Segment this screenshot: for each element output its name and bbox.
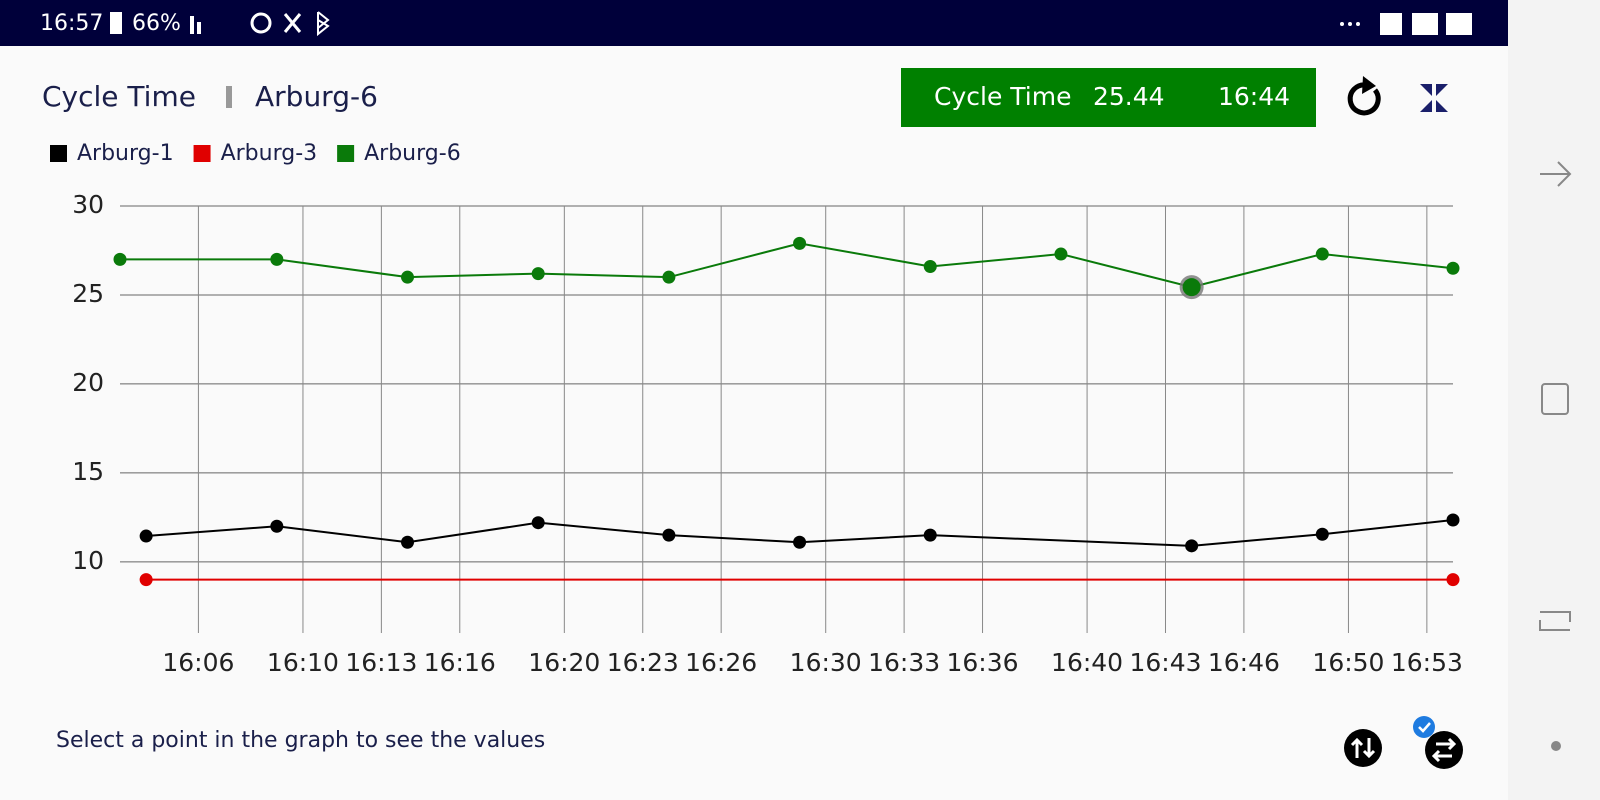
legend-label: Arburg-6: [364, 141, 461, 166]
data-point[interactable]: [923, 528, 937, 542]
battery-level: 66%: [132, 11, 181, 36]
swap-horizontal-button[interactable]: [1413, 716, 1463, 769]
status-time: 16:57: [40, 11, 103, 36]
nav-dot[interactable]: [1551, 741, 1561, 751]
x-tick-label: 16:30: [790, 648, 862, 677]
data-point[interactable]: [139, 573, 153, 587]
data-point[interactable]: [1315, 527, 1329, 541]
data-point[interactable]: [401, 270, 415, 284]
x-tick-label: 16:20: [528, 648, 600, 677]
data-point[interactable]: [1315, 247, 1329, 261]
data-point[interactable]: [1446, 261, 1460, 275]
header-title: Cycle Time: [42, 80, 196, 113]
legend-swatch: [337, 145, 355, 162]
info-time: 16:44: [1218, 82, 1290, 111]
x-tick-label: 16:33: [868, 648, 940, 677]
legend-label: Arburg-1: [77, 141, 174, 166]
data-point[interactable]: [113, 252, 127, 266]
data-point[interactable]: [401, 535, 415, 549]
x-tick-label: 16:36: [947, 648, 1019, 677]
info-value: 25.44: [1093, 82, 1165, 111]
y-tick-label: 25: [72, 279, 104, 308]
y-tick-label: 30: [72, 190, 104, 219]
info-label: Cycle Time: [934, 82, 1071, 111]
info-box: [901, 68, 1316, 127]
legend: Arburg-1 Arburg-3 Arburg-6: [50, 141, 461, 166]
header-separator: [226, 86, 232, 108]
legend-label: Arburg-3: [221, 141, 318, 166]
nav-recent[interactable]: [1539, 611, 1571, 631]
header-machine: Arburg-6: [255, 80, 378, 113]
refresh-button[interactable]: [1347, 76, 1381, 116]
x-tick-label: 16:40: [1051, 648, 1123, 677]
data-point[interactable]: [1182, 278, 1201, 297]
y-tick-label: 20: [72, 368, 104, 397]
x-tick-label: 16:46: [1208, 648, 1280, 677]
data-point[interactable]: [1446, 513, 1460, 527]
legend-swatch: [50, 145, 67, 162]
data-point[interactable]: [662, 528, 676, 542]
nav-bar: [1508, 0, 1600, 800]
data-point[interactable]: [531, 516, 545, 530]
data-point[interactable]: [531, 267, 545, 281]
series-line: [146, 519, 1454, 547]
data-point[interactable]: [270, 252, 284, 266]
data-point[interactable]: [1446, 573, 1460, 587]
x-tick-label: 16:16: [424, 648, 496, 677]
x-tick-label: 16:53: [1391, 648, 1463, 677]
x-tick-label: 16:43: [1129, 648, 1201, 677]
data-point[interactable]: [793, 236, 807, 250]
x-tick-label: 16:50: [1312, 648, 1384, 677]
x-tick-label: 16:06: [162, 648, 234, 677]
footer-hint: Select a point in the graph to see the v…: [56, 728, 545, 753]
nav-home[interactable]: [1541, 383, 1569, 415]
status-bar: [0, 0, 1508, 46]
legend-swatch: [193, 145, 211, 162]
swap-vertical-button[interactable]: [1344, 729, 1382, 767]
plot: 10 15 20 25 30 16:06 16:10 16:13 16:16 16:20 16:23…: [72, 190, 1463, 677]
x-tick-label: 16:26: [685, 648, 757, 677]
x-tick-label: 16:10: [267, 648, 339, 677]
data-point[interactable]: [270, 519, 284, 533]
battery-icon: [110, 12, 122, 34]
data-point[interactable]: [662, 270, 676, 284]
y-tick-label: 15: [72, 457, 104, 486]
collapse-button[interactable]: [1420, 84, 1448, 112]
data-point[interactable]: [923, 259, 937, 273]
status-icons: [190, 11, 1472, 37]
x-tick-label: 16:13: [345, 648, 417, 677]
data-point[interactable]: [793, 535, 807, 549]
data-point[interactable]: [139, 529, 153, 543]
y-tick-label: 10: [72, 546, 104, 575]
x-tick-label: 16:23: [607, 648, 679, 677]
data-point[interactable]: [1185, 539, 1199, 553]
data-point[interactable]: [1054, 247, 1068, 261]
nav-back[interactable]: [1540, 161, 1572, 187]
